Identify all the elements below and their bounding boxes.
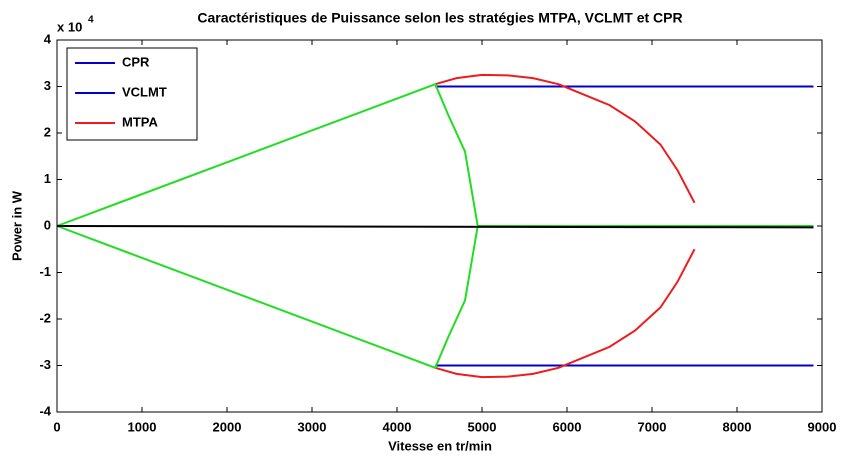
x-tick-label: 4000 bbox=[383, 419, 412, 434]
x-tick-label: 2000 bbox=[213, 419, 242, 434]
plot-frame bbox=[56, 39, 823, 413]
x-tick-label: 3000 bbox=[298, 419, 327, 434]
legend-label: VCLMT bbox=[122, 84, 167, 99]
y-multiplier-exponent: 4 bbox=[88, 15, 94, 26]
y-tick-label: 3 bbox=[44, 78, 51, 93]
x-tick-label: 0 bbox=[53, 419, 60, 434]
x-tick-label: 6000 bbox=[553, 419, 582, 434]
legend-label: MTPA bbox=[122, 114, 158, 129]
y-tick-label: 0 bbox=[44, 217, 51, 232]
y-tick-label: -2 bbox=[39, 310, 51, 325]
x-axis-label: Vitesse en tr/min bbox=[388, 438, 492, 453]
y-tick-label: 4 bbox=[44, 31, 52, 46]
x-tick-label: 9000 bbox=[808, 419, 837, 434]
x-tick-label: 7000 bbox=[638, 419, 667, 434]
y-tick-label: -1 bbox=[39, 264, 51, 279]
x-tick-label: 5000 bbox=[468, 419, 497, 434]
y-axis-label: Power in W bbox=[9, 190, 24, 261]
x-tick-label: 1000 bbox=[128, 419, 157, 434]
series-line bbox=[56, 225, 814, 229]
legend-label: CPR bbox=[122, 54, 150, 69]
series-line bbox=[434, 73, 696, 379]
y-multiplier: x 10 bbox=[57, 19, 82, 34]
y-tick-label: 1 bbox=[44, 171, 51, 186]
chart-title: Caractéristiques de Puissance selon les … bbox=[197, 10, 682, 26]
y-tick-label: 2 bbox=[44, 124, 51, 139]
y-tick-label: -4 bbox=[39, 403, 51, 418]
y-tick-label: -3 bbox=[39, 357, 51, 372]
x-tick-label: 8000 bbox=[723, 419, 752, 434]
